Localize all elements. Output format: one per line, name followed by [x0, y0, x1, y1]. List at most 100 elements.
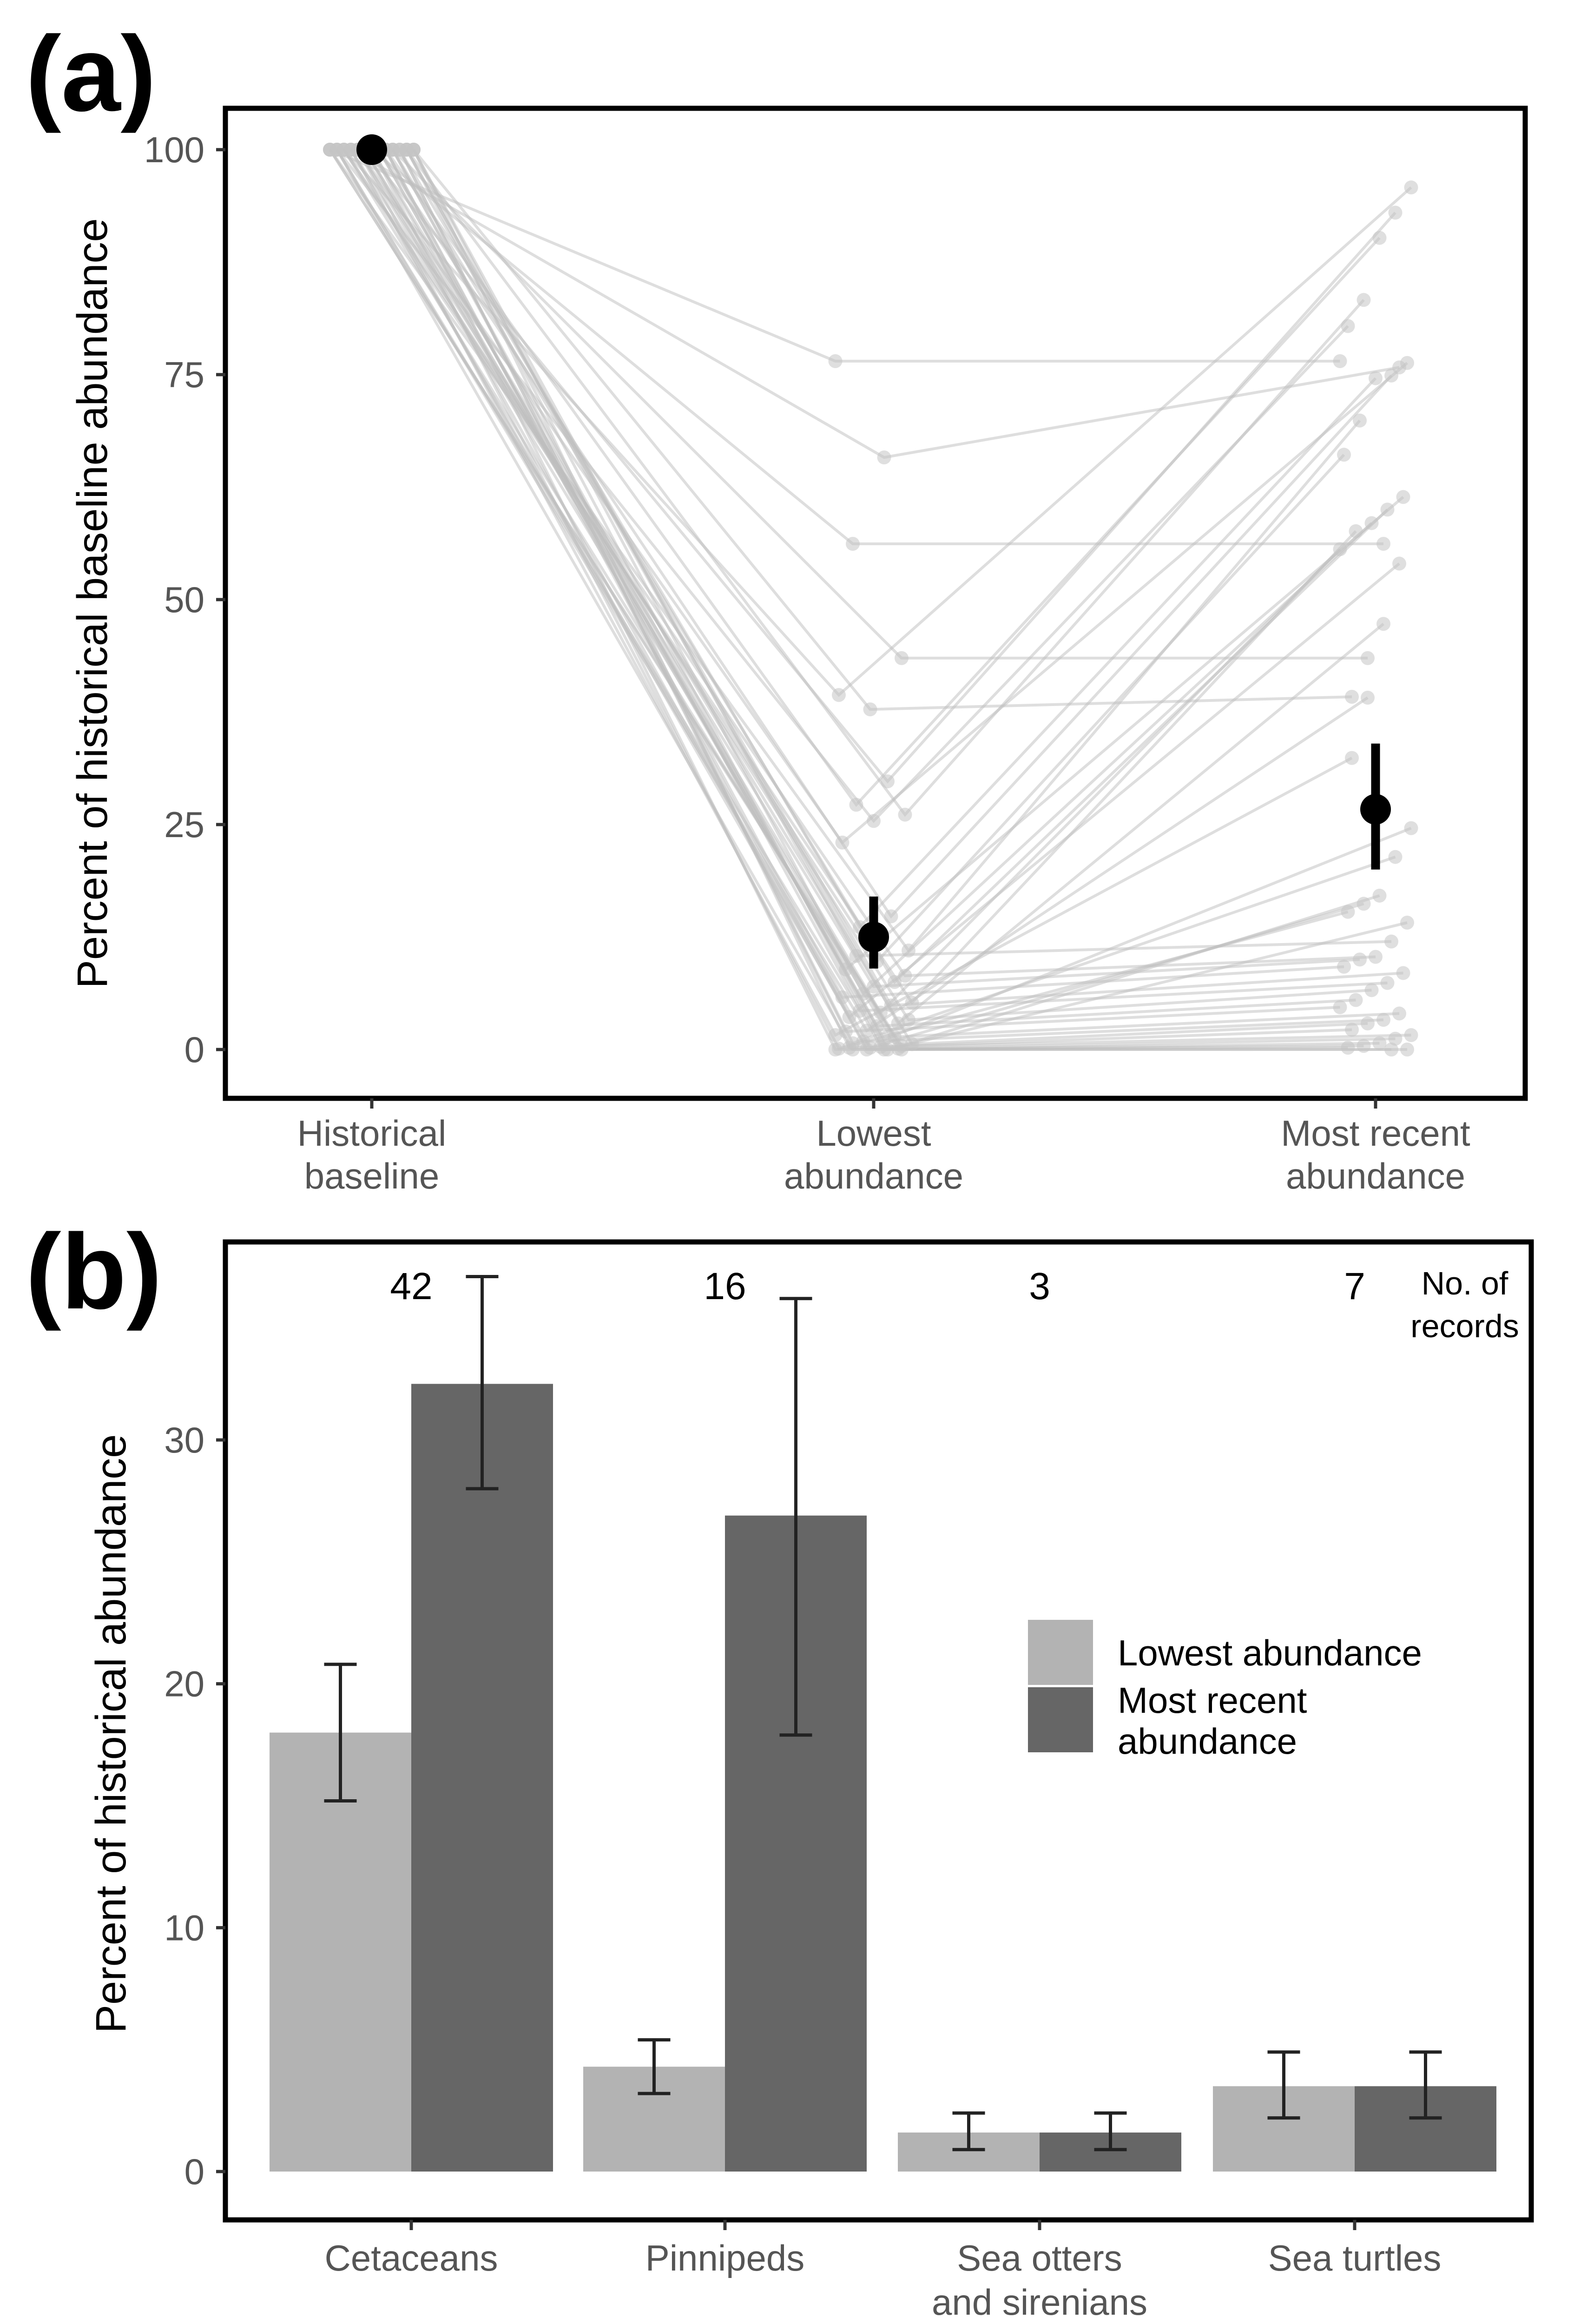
y-tick-label: 0	[184, 2151, 204, 2192]
error-bars	[324, 1274, 1442, 2152]
series-point	[1369, 371, 1383, 385]
x-tick-label-line: and sirenians	[932, 2282, 1147, 2323]
series-line	[356, 149, 1408, 845]
series-point	[1345, 751, 1359, 765]
x-tick-label: Historical baseline	[297, 1113, 447, 1196]
series-point	[860, 1043, 874, 1056]
record-count: 42	[390, 1265, 432, 1307]
series-point	[849, 949, 863, 963]
series-line	[398, 149, 1377, 930]
series-line	[412, 149, 1373, 996]
series-point	[898, 807, 912, 822]
series-point	[905, 1037, 919, 1051]
series-point	[888, 975, 902, 989]
series-point	[1341, 319, 1355, 333]
series-point	[846, 536, 860, 551]
series-point	[1345, 690, 1359, 704]
bar	[270, 1732, 411, 2172]
series-point	[1357, 897, 1371, 911]
series-point	[891, 1016, 905, 1030]
series-point	[1384, 934, 1398, 949]
series-point	[330, 143, 344, 157]
series-point	[888, 1030, 902, 1044]
series-point	[828, 1043, 843, 1056]
legend-label-line: Lowest abundance	[1118, 1632, 1422, 1673]
y-tick-label: 20	[164, 1664, 204, 1704]
series-point	[849, 798, 863, 812]
series-line	[391, 149, 1389, 984]
legend-swatch	[1028, 1687, 1093, 1752]
series-point	[905, 996, 919, 1010]
series-point	[1372, 231, 1387, 245]
series-point	[1396, 490, 1410, 504]
x-tick-label-line: Cetaceans	[325, 2238, 498, 2278]
x-tick-label-line: Most recent	[1281, 1113, 1470, 1154]
y-tick-label: 100	[144, 129, 204, 170]
series-point	[1361, 1016, 1375, 1030]
series-point	[1333, 1000, 1347, 1015]
record-count: 3	[1029, 1265, 1050, 1307]
series-point	[1333, 354, 1347, 368]
record-count-label-line: records	[1410, 1308, 1519, 1344]
series-point	[870, 1019, 884, 1033]
series-point	[1380, 976, 1395, 990]
series-point	[902, 1013, 915, 1027]
series-point	[1376, 1013, 1390, 1027]
summary-point	[858, 922, 889, 952]
x-tick-label-line: abundance	[784, 1155, 963, 1196]
series-point	[860, 1023, 874, 1038]
x-tick-label: Sea turtles	[1268, 2238, 1442, 2278]
series-point	[1333, 542, 1347, 556]
series-point	[1372, 1036, 1387, 1050]
legend-label: Lowest abundance	[1118, 1632, 1422, 1673]
series-point	[1400, 916, 1414, 930]
legend-label-line: abundance	[1118, 1721, 1297, 1762]
series-point	[1388, 1031, 1403, 1046]
series-line	[405, 149, 1384, 1026]
series-line	[391, 149, 1408, 1051]
series-point	[895, 651, 909, 665]
series-point	[877, 450, 891, 465]
series-line	[370, 149, 1349, 1050]
bar	[411, 1384, 553, 2172]
series-point	[1376, 536, 1390, 551]
legend: Lowest abundance Most recent abundance	[1028, 1620, 1422, 1762]
series-point	[1376, 617, 1390, 631]
series-point	[1396, 966, 1410, 980]
series-line	[336, 149, 1349, 823]
panel-b-letter: (b)	[26, 1212, 162, 1331]
series-point	[1341, 1041, 1355, 1055]
series-point	[1388, 850, 1403, 864]
series-point	[1400, 356, 1414, 370]
series-point	[1364, 516, 1379, 530]
series-line	[363, 149, 1341, 1015]
series-line	[384, 149, 1344, 999]
x-tick-label-line: Lowest	[816, 1113, 931, 1154]
series-point	[1357, 1039, 1371, 1053]
x-tick-label: Pinnipeds	[645, 2238, 805, 2278]
x-tick-label-line: Sea turtles	[1268, 2238, 1442, 2278]
panel-b-x-axis: Cetaceans Pinnipeds Sea otters and sirenian…	[325, 2220, 1442, 2323]
series-point	[1341, 905, 1355, 919]
series-point	[1400, 1043, 1414, 1056]
series-point	[839, 962, 853, 977]
y-tick-label: 10	[164, 1907, 204, 1948]
series-point	[1392, 1006, 1406, 1021]
legend-label: Most recent abundance	[1118, 1680, 1307, 1762]
series-point	[1364, 983, 1379, 997]
series-point	[1357, 293, 1371, 307]
series-point	[1384, 1043, 1398, 1056]
record-count: 7	[1344, 1265, 1365, 1307]
panel-b-bar-chart: 42 16 3 7 No. of records Lowest abundance Most…	[87, 1239, 1534, 2323]
series-point	[874, 1005, 888, 1020]
series-point	[1337, 448, 1351, 462]
y-tick-label: 0	[184, 1029, 204, 1070]
x-tick-label: Cetaceans	[325, 2238, 498, 2278]
bars	[270, 1384, 1496, 2172]
series-point	[832, 688, 846, 702]
series-point	[881, 774, 895, 789]
panel-a-y-axis-title: Percent of historical baseline abundance	[69, 218, 116, 988]
panel-b-y-axis: 0 10 20 30	[164, 1419, 225, 2192]
x-tick-label: Lowest abundance	[784, 1113, 963, 1196]
panel-a-y-axis: 0 25 50 75 100	[144, 129, 225, 1070]
